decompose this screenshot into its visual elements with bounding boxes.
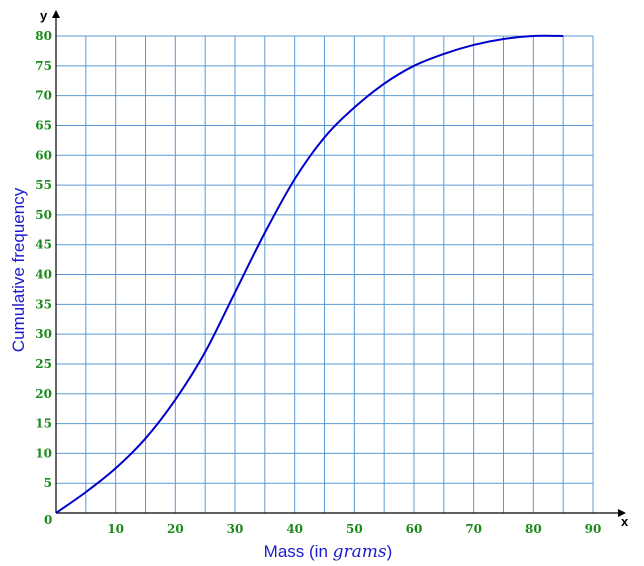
y-tick-label: 25 xyxy=(35,357,52,371)
x-axis-title: Mass (in grams) xyxy=(264,542,393,562)
x-axis-letter: x xyxy=(621,514,629,529)
x-tick-label: 10 xyxy=(107,522,124,536)
origin-label: 0 xyxy=(44,513,52,527)
y-tick-label: 10 xyxy=(35,446,52,460)
y-tick-label: 60 xyxy=(35,148,52,162)
x-axis-arrow xyxy=(618,509,626,517)
axes: x y 0 xyxy=(40,8,629,529)
y-tick-label: 55 xyxy=(35,178,52,192)
x-axis-title-prefix: Mass (in xyxy=(264,542,333,561)
x-tick-label: 20 xyxy=(167,522,184,536)
x-axis-title-unit: grams xyxy=(333,542,387,562)
y-tick-label: 65 xyxy=(35,118,52,132)
y-tick-label: 50 xyxy=(35,208,52,222)
y-tick-label: 20 xyxy=(35,387,52,401)
tick-labels: 10 20 30 40 50 60 70 80 90 5 10 15 20 25 30 35 40 45 50 55 6… xyxy=(35,29,601,536)
cumulative-frequency-curve xyxy=(55,34,564,514)
y-tick-label: 80 xyxy=(35,29,52,43)
x-tick-label: 90 xyxy=(585,522,602,536)
y-tick-label: 5 xyxy=(44,476,52,490)
x-tick-label: 70 xyxy=(465,522,482,536)
y-tick-label: 70 xyxy=(35,89,52,103)
y-axis-letter: y xyxy=(40,8,48,23)
y-tick-label: 35 xyxy=(35,297,52,311)
y-tick-label: 40 xyxy=(35,268,52,282)
x-tick-label: 30 xyxy=(227,522,244,536)
y-tick-label: 15 xyxy=(35,417,52,431)
y-tick-label: 75 xyxy=(35,59,52,73)
x-tick-label: 40 xyxy=(286,522,303,536)
x-tick-label: 50 xyxy=(346,522,363,536)
x-axis-title-suffix: ) xyxy=(387,542,393,561)
y-axis-arrow xyxy=(52,10,60,18)
x-tick-label: 60 xyxy=(406,522,423,536)
y-tick-label: 45 xyxy=(35,238,52,252)
grid xyxy=(56,35,594,513)
y-axis-title: Cumulative frequency xyxy=(9,187,28,352)
y-tick-label: 30 xyxy=(35,327,52,341)
x-tick-label: 80 xyxy=(525,522,542,536)
